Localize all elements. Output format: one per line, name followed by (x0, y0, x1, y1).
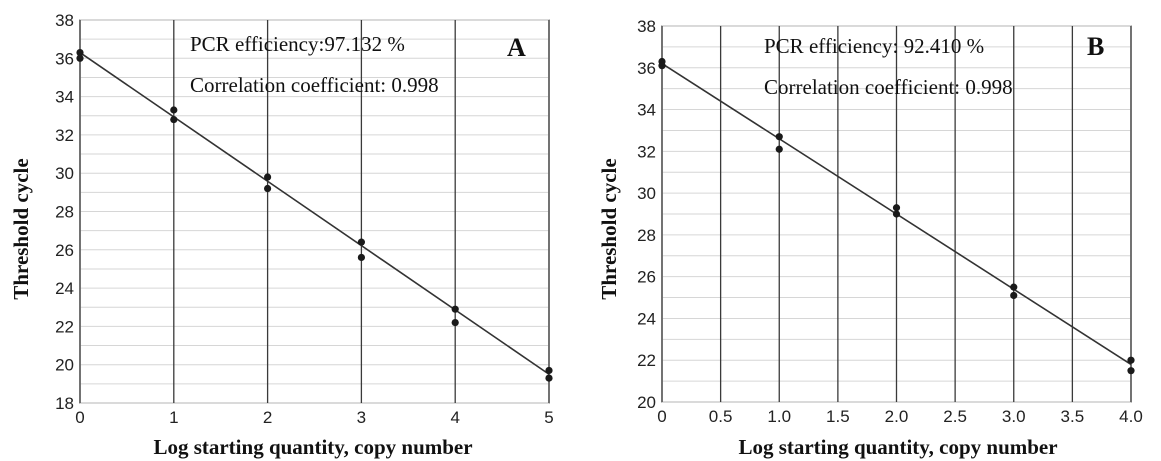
x-tick-label: 3.5 (1061, 407, 1085, 426)
x-tick-label: 0.5 (709, 407, 733, 426)
y-tick-labels-b: 20 22 24 26 28 30 32 34 36 38 (637, 17, 656, 412)
y-tick-label: 28 (637, 226, 656, 245)
y-tick-labels-a: 18 20 22 24 26 28 30 32 34 36 38 (55, 11, 74, 413)
x-tick-label: 3.0 (1002, 407, 1026, 426)
chart-panel-b: 0 0.5 1.0 1.5 2.0 2.5 3.0 3.5 4.0 20 22 24 26 28 30 32… (597, 17, 1143, 459)
data-point (1127, 367, 1135, 375)
data-point (357, 238, 365, 246)
data-point (451, 305, 459, 313)
data-point (775, 133, 783, 141)
annotation-correlation-a: Correlation coefficient: 0.998 (190, 73, 439, 97)
data-point (76, 48, 84, 57)
y-tick-label: 30 (55, 164, 74, 183)
grid-a (79, 19, 550, 404)
y-tick-label: 22 (637, 351, 656, 370)
y-tick-label: 38 (637, 17, 656, 36)
data-point (892, 210, 901, 218)
data-points-b (658, 57, 1135, 375)
data-point (545, 374, 553, 382)
y-tick-label: 24 (637, 309, 656, 328)
data-point (451, 318, 459, 327)
x-tick-label: 5 (544, 408, 553, 427)
y-tick-label: 34 (55, 88, 74, 107)
y-axis-title-a: Threshold cycle (9, 158, 33, 299)
x-axis-title-a: Log starting quantity, copy number (153, 435, 472, 459)
x-tick-label: 2 (263, 408, 272, 427)
y-tick-label: 20 (637, 393, 656, 412)
y-tick-label: 30 (637, 184, 656, 203)
y-tick-label: 26 (55, 241, 74, 260)
y-tick-label: 20 (55, 356, 74, 375)
grid-b (661, 25, 1132, 403)
x-tick-label: 0 (75, 408, 84, 427)
data-point (357, 253, 365, 262)
x-tick-labels-a: 0 1 2 3 4 5 (75, 408, 553, 427)
y-tick-label: 28 (55, 203, 74, 222)
panel-label-b: B (1087, 32, 1104, 61)
panel-label-a: A (507, 33, 526, 62)
data-point (1010, 291, 1018, 300)
data-point (658, 62, 666, 70)
y-tick-label: 32 (55, 126, 74, 145)
annotation-efficiency-a: PCR efficiency:97.132 % (190, 32, 405, 56)
data-point (170, 106, 178, 114)
data-points-a (76, 48, 553, 382)
data-point (1010, 283, 1018, 291)
y-tick-label: 36 (55, 49, 74, 68)
x-axis-title-b: Log starting quantity, copy number (738, 435, 1057, 459)
regression-line-a (79, 51, 550, 375)
x-tick-label: 1 (169, 408, 178, 427)
x-tick-label: 0 (657, 407, 666, 426)
x-tick-label: 3 (357, 408, 366, 427)
x-tick-label: 2.0 (885, 407, 909, 426)
data-point (775, 145, 783, 153)
x-tick-label: 1.5 (826, 407, 850, 426)
data-point (264, 173, 272, 181)
y-tick-label: 18 (55, 394, 74, 413)
data-point (264, 184, 272, 193)
y-tick-label: 32 (637, 142, 656, 161)
data-point (545, 366, 553, 375)
y-tick-label: 24 (55, 279, 74, 298)
y-axis-title-b: Threshold cycle (597, 158, 621, 299)
x-tick-label: 4.0 (1119, 407, 1143, 426)
y-tick-label: 38 (55, 11, 74, 30)
y-tick-label: 36 (637, 59, 656, 78)
x-tick-labels-b: 0 0.5 1.0 1.5 2.0 2.5 3.0 3.5 4.0 (657, 407, 1143, 426)
data-point (170, 115, 178, 124)
data-point (1127, 356, 1135, 364)
y-tick-label: 34 (637, 101, 656, 120)
x-tick-label: 1.0 (767, 407, 791, 426)
y-tick-label: 26 (637, 268, 656, 287)
y-tick-label: 22 (55, 317, 74, 336)
x-tick-label: 2.5 (943, 407, 967, 426)
x-tick-label: 4 (450, 408, 459, 427)
annotation-correlation-b: Correlation coefficient: 0.998 (764, 75, 1013, 99)
data-point (892, 204, 901, 212)
data-point (76, 54, 84, 62)
annotation-efficiency-b: PCR efficiency: 92.410 % (764, 34, 984, 58)
